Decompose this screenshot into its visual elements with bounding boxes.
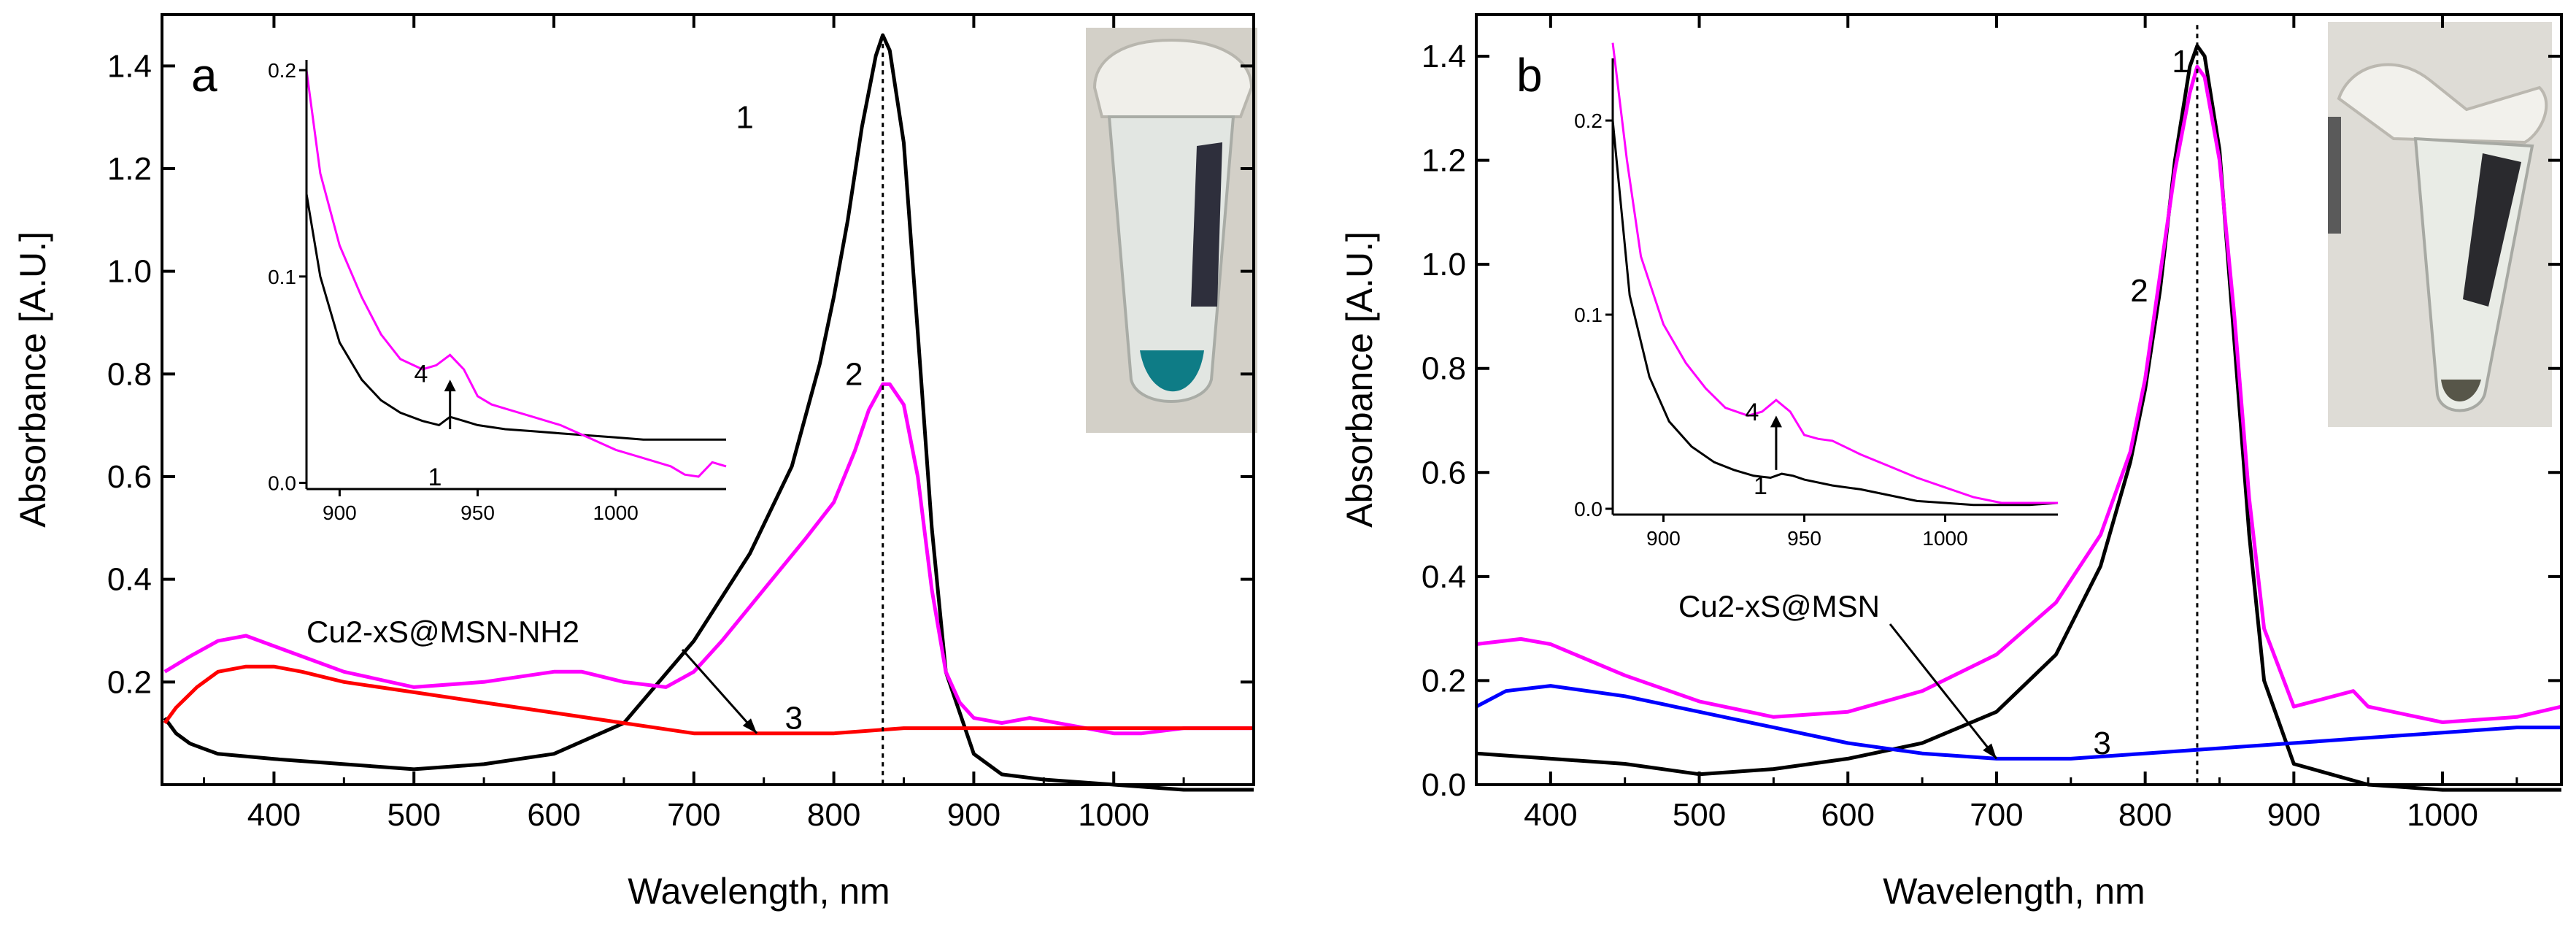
- panel-b-series-2-label: 2: [2130, 273, 2148, 309]
- panel-a-annotation-arrowhead: [742, 718, 757, 734]
- panel-a-ytick-label: 0.6: [107, 459, 152, 495]
- panel-a-xtick-label: 800: [807, 797, 860, 833]
- panel-a-xtick-label: 400: [247, 797, 301, 833]
- panel-a-inset-series-4-line: [305, 69, 727, 478]
- panel-b-annotation-arrowhead: [1983, 743, 1997, 759]
- panel-a-annotation-arrow: [681, 649, 758, 734]
- panel-b-ylabel: Absorbance [A.U.]: [1339, 231, 1380, 528]
- panel-b-inset-xtick-label: 950: [1787, 527, 1821, 550]
- panel-b-xtick-label: 900: [2267, 797, 2321, 833]
- panel-b-inset-series-1-label: 1: [1754, 472, 1767, 500]
- panel-a-ytick-label: 0.4: [107, 562, 152, 598]
- panel-b-inset-ytick-label: 0.1: [1574, 304, 1603, 326]
- panel-b-ytick-label: 0.2: [1422, 663, 1466, 699]
- panel-b-annotation-arrow: [1889, 623, 1998, 760]
- panel-b-ytick-label: 1.0: [1422, 247, 1466, 282]
- panel-a-series-1-label: 1: [736, 100, 753, 136]
- panel-a-xtick-label: 1000: [1078, 797, 1149, 833]
- panel-a-series-3-label: 3: [784, 701, 802, 736]
- panel-a-xtick-label: 600: [527, 797, 580, 833]
- panel-b-ytick-label: 0.4: [1422, 559, 1466, 595]
- panel-a-inset-series-1-line: [305, 193, 726, 441]
- panel-b-xtick-label: 700: [1970, 797, 2023, 833]
- panel-b-inset-series-1-line: [1611, 120, 2059, 507]
- panel-a-inset-ytick-label: 0.1: [268, 266, 296, 288]
- panel-a-inset-xtick-label: 950: [460, 501, 495, 524]
- panel-b: Absorbance [A.U.] Wavelength, nm b 1 2 3…: [1339, 13, 2563, 912]
- panel-a-ylabel: Absorbance [A.U.]: [12, 231, 53, 528]
- panel-a-ytick-label: 1.0: [107, 254, 152, 290]
- panel-a-inset-series-1-label: 1: [428, 464, 441, 491]
- panel-b-ytick-label: 0.0: [1422, 767, 1466, 803]
- panel-a-annotation: Cu2-xS@MSN-NH2: [306, 615, 579, 649]
- panel-b-xtick-label: 400: [1524, 797, 1577, 833]
- panel-a-vial-photo: [1086, 28, 1257, 433]
- panel-b-xtick-label: 500: [1673, 797, 1726, 833]
- panel-a-inset-ytick-label: 0.0: [268, 472, 296, 495]
- panel-a-series-group: [163, 33, 1254, 792]
- panel-a-inset-series-4-label: 4: [414, 361, 428, 388]
- panel-b-plot-frame: [1475, 13, 2563, 786]
- panel-a-ytick-label: 0.2: [107, 664, 152, 700]
- panel-b-series-3-line: [1475, 684, 2561, 761]
- panel-a-label: a: [191, 49, 217, 101]
- panel-a-xlabel: Wavelength, nm: [628, 871, 890, 912]
- panel-a-inset: 1 4 900 950 1000 0.0 0.1 0.2: [268, 59, 727, 524]
- panel-a-inset-xtick-label: 900: [323, 501, 357, 524]
- panel-a-inset-arrowhead: [444, 380, 456, 392]
- panel-b-ytick-label: 1.4: [1422, 39, 1466, 74]
- panel-b-series-3-label: 3: [2093, 726, 2110, 761]
- panel-a-plot-frame: [161, 13, 1255, 786]
- panel-b-inset-ytick-label: 0.0: [1574, 498, 1603, 520]
- panel-a-ytick-label: 1.4: [107, 48, 152, 84]
- panel-a-series-2-line: [163, 382, 1254, 736]
- panel-a-series-3-line: [163, 664, 1254, 736]
- panel-b-ytick-label: 0.8: [1422, 351, 1466, 387]
- panel-b-series-group: [1475, 25, 2562, 792]
- panel-b-inset-series-4-label: 4: [1745, 399, 1759, 426]
- panel-a-ytick-label: 0.8: [107, 356, 152, 392]
- panel-a: Absorbance [A.U.] Wavelength, nm a 1 2 3…: [12, 13, 1257, 912]
- panel-b-xtick-label: 1000: [2407, 797, 2478, 833]
- panel-a-inset-ytick-label: 0.2: [268, 59, 296, 82]
- panel-b-xtick-label: 800: [2118, 797, 2172, 833]
- panel-b-inset-xtick-label: 900: [1646, 527, 1681, 550]
- panel-a-series-2-label: 2: [845, 356, 863, 392]
- panel-b-label: b: [1516, 49, 1543, 101]
- panel-b-inset-xtick-label: 1000: [1922, 527, 1967, 550]
- panel-b-inset-series-4-line: [1611, 42, 2058, 504]
- panel-b-inset: 1 4 900 950 1000 0.0 0.1 0.2: [1574, 42, 2059, 550]
- panel-b-vial-photo: [2328, 22, 2552, 427]
- panel-b-inset-ytick-label: 0.2: [1574, 109, 1603, 132]
- panel-a-xtick-label: 500: [387, 797, 441, 833]
- panel-b-xtick-label: 600: [1821, 797, 1875, 833]
- panel-b-series-2-line: [1476, 64, 2562, 724]
- panel-a-ytick-label: 1.2: [107, 151, 152, 187]
- panel-a-series-1-line: [163, 33, 1254, 792]
- panel-b-inset-arrowhead: [1770, 415, 1782, 428]
- panel-b-series-1-label: 1: [2172, 44, 2189, 80]
- panel-b-xlabel: Wavelength, nm: [1883, 871, 2145, 912]
- panel-a-inset-xtick-label: 1000: [593, 501, 639, 524]
- panel-a-xtick-label: 700: [667, 797, 720, 833]
- panel-a-xtick-label: 900: [947, 797, 1000, 833]
- panel-b-ytick-label: 1.2: [1422, 143, 1466, 179]
- panel-b-ytick-label: 0.6: [1422, 455, 1466, 491]
- panel-b-annotation: Cu2-xS@MSN: [1678, 589, 1880, 623]
